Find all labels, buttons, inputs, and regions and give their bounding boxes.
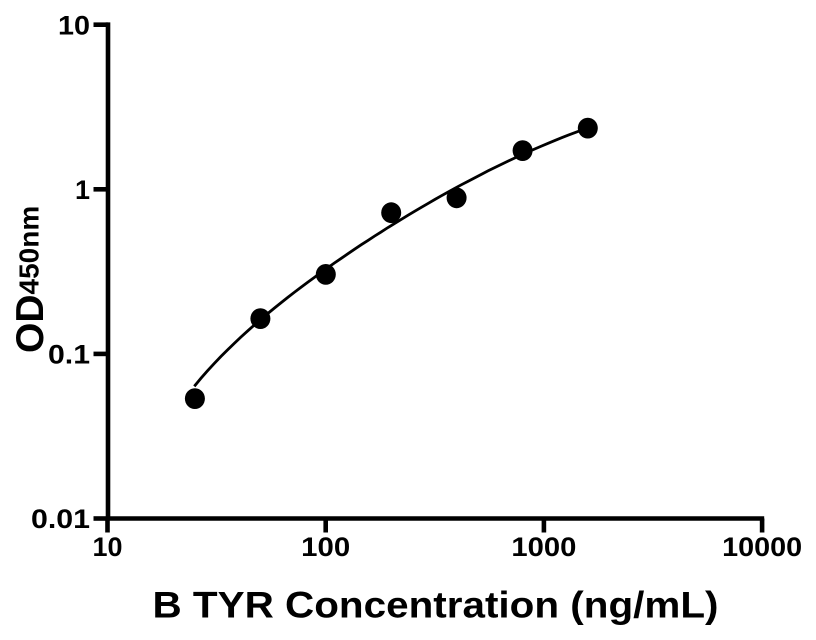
svg-text:0.1: 0.1	[48, 340, 90, 370]
svg-text:1: 1	[75, 175, 90, 205]
svg-text:OD450nm: OD450nm	[9, 206, 52, 353]
svg-text:B TYR Concentration (ng/mL): B TYR Concentration (ng/mL)	[153, 585, 719, 626]
svg-text:0.01: 0.01	[31, 504, 90, 534]
svg-text:1000: 1000	[511, 532, 576, 562]
svg-text:100: 100	[301, 532, 350, 562]
svg-text:10: 10	[58, 10, 90, 40]
svg-text:10: 10	[93, 532, 123, 562]
svg-text:10000: 10000	[722, 532, 802, 562]
